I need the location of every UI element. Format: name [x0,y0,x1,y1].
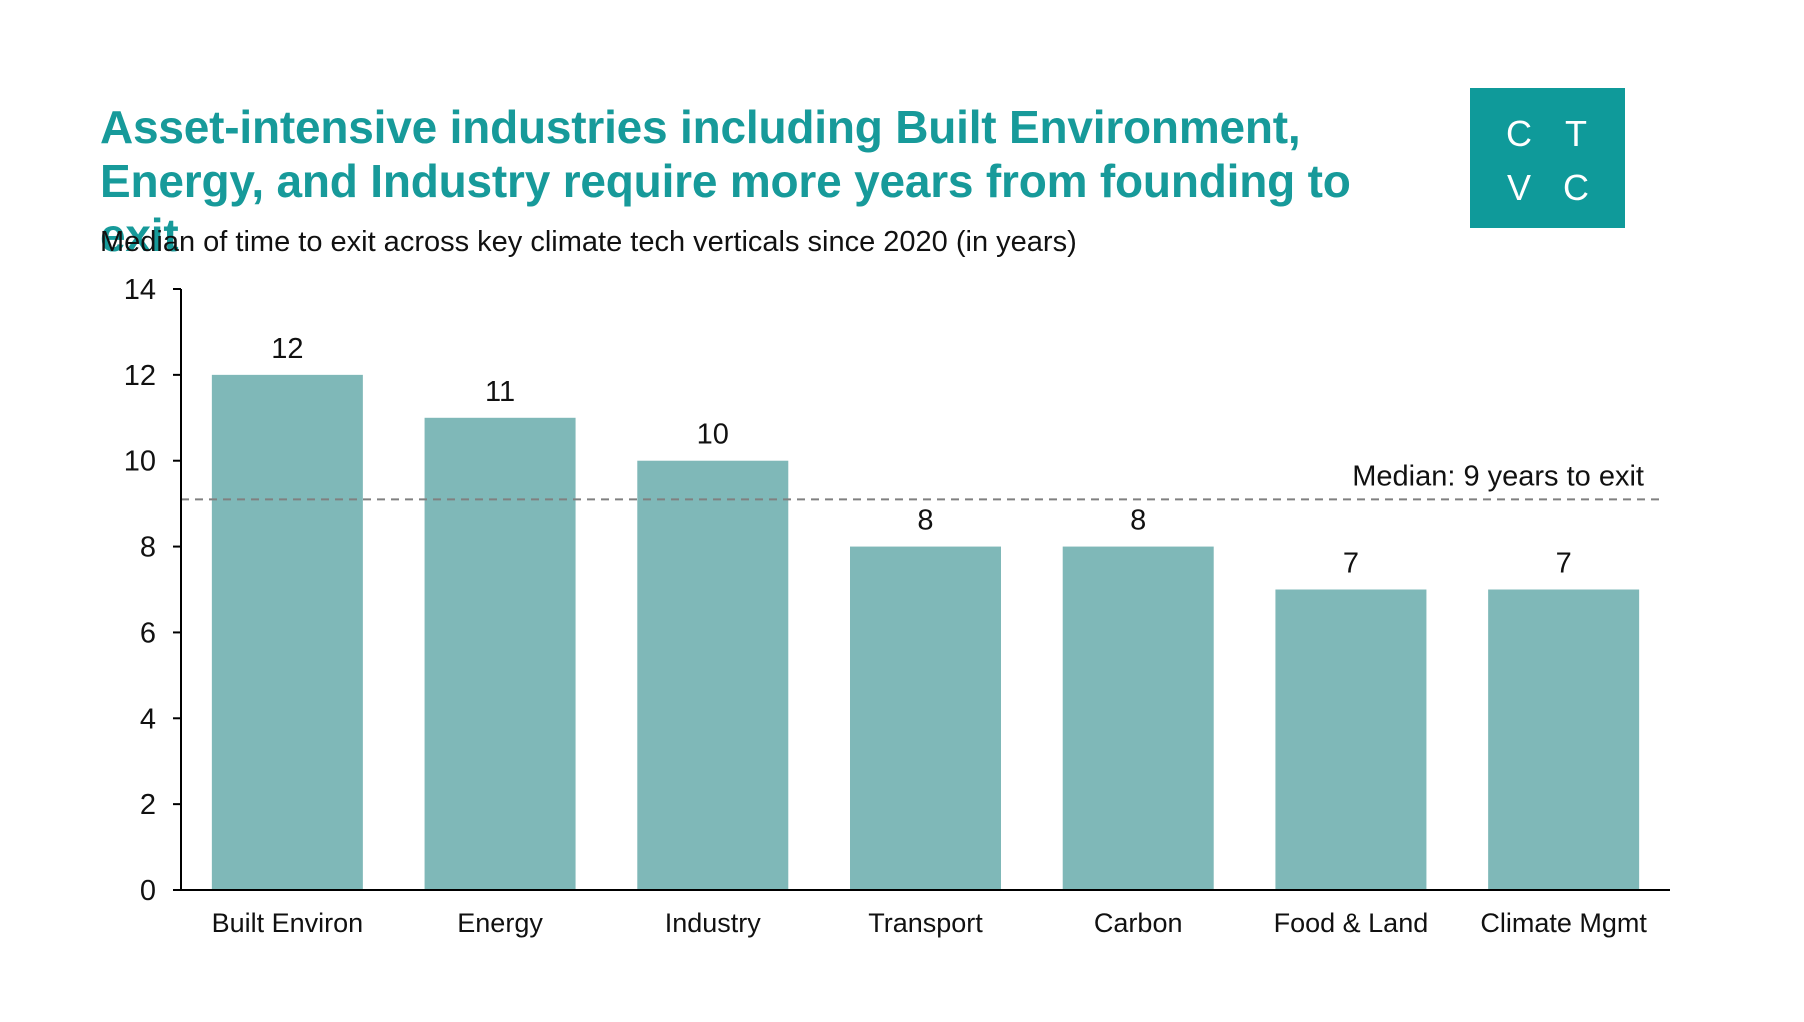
y-tick-label: 14 [124,274,156,306]
x-tick-label: Built Environ [212,908,364,938]
chart-subtitle: Median of time to exit across key climat… [100,226,1077,258]
x-tick-label: Energy [457,908,543,938]
x-tick-label: Transport [868,908,983,938]
y-tick-label: 6 [140,617,156,649]
ctvc-logo: C T V C [1470,88,1625,228]
bars-group [211,374,1640,890]
y-tick-label: 12 [124,360,156,392]
chart-title-line-1: Asset-intensive industries including Bui… [100,101,1301,153]
median-label: Median: 9 years to exit [1352,460,1644,492]
bar-built-environ [211,374,363,890]
y-tick-label: 4 [140,703,156,735]
bar-climate-mgmt [1488,589,1640,890]
value-label: 12 [271,333,303,365]
median-group: Median: 9 years to exit [181,460,1660,501]
value-label: 10 [697,419,729,451]
y-ticks-group: 0 2 4 6 8 10 12 14 [124,274,181,907]
axes-group [180,289,1670,891]
bar-industry [637,460,789,890]
x-labels-group: Built Environ Energy Industry Transport Carb… [212,908,1648,938]
bar-carbon [1062,546,1214,890]
chart-title-line-2: Energy, and Industry require more years … [100,155,1351,261]
value-label: 7 [1343,548,1359,580]
x-tick-label: Food & Land [1274,908,1429,938]
x-tick-label: Climate Mgmt [1480,908,1647,938]
chart-title: Asset-intensive industries including Bui… [100,100,1440,262]
logo-letter-t: T [1565,113,1587,154]
value-label: 8 [1130,505,1146,537]
bar-energy [424,417,576,890]
value-label: 7 [1556,548,1572,580]
value-label: 11 [485,376,515,408]
bar-food-land [1275,589,1427,890]
value-label: 8 [917,505,933,537]
y-tick-label: 10 [124,446,156,478]
y-tick-label: 8 [140,532,156,564]
logo-letter-v: V [1506,167,1531,208]
x-tick-label: Carbon [1094,908,1183,938]
logo-letter-c-bottom: C [1563,167,1589,208]
x-tick-label: Industry [665,908,762,938]
logo-letter-c-top: C [1506,113,1532,154]
y-tick-label: 2 [140,789,156,821]
y-tick-label: 0 [140,875,156,907]
bar-transport [850,546,1001,890]
value-labels-group: 12 11 10 8 8 7 7 [271,333,1571,580]
